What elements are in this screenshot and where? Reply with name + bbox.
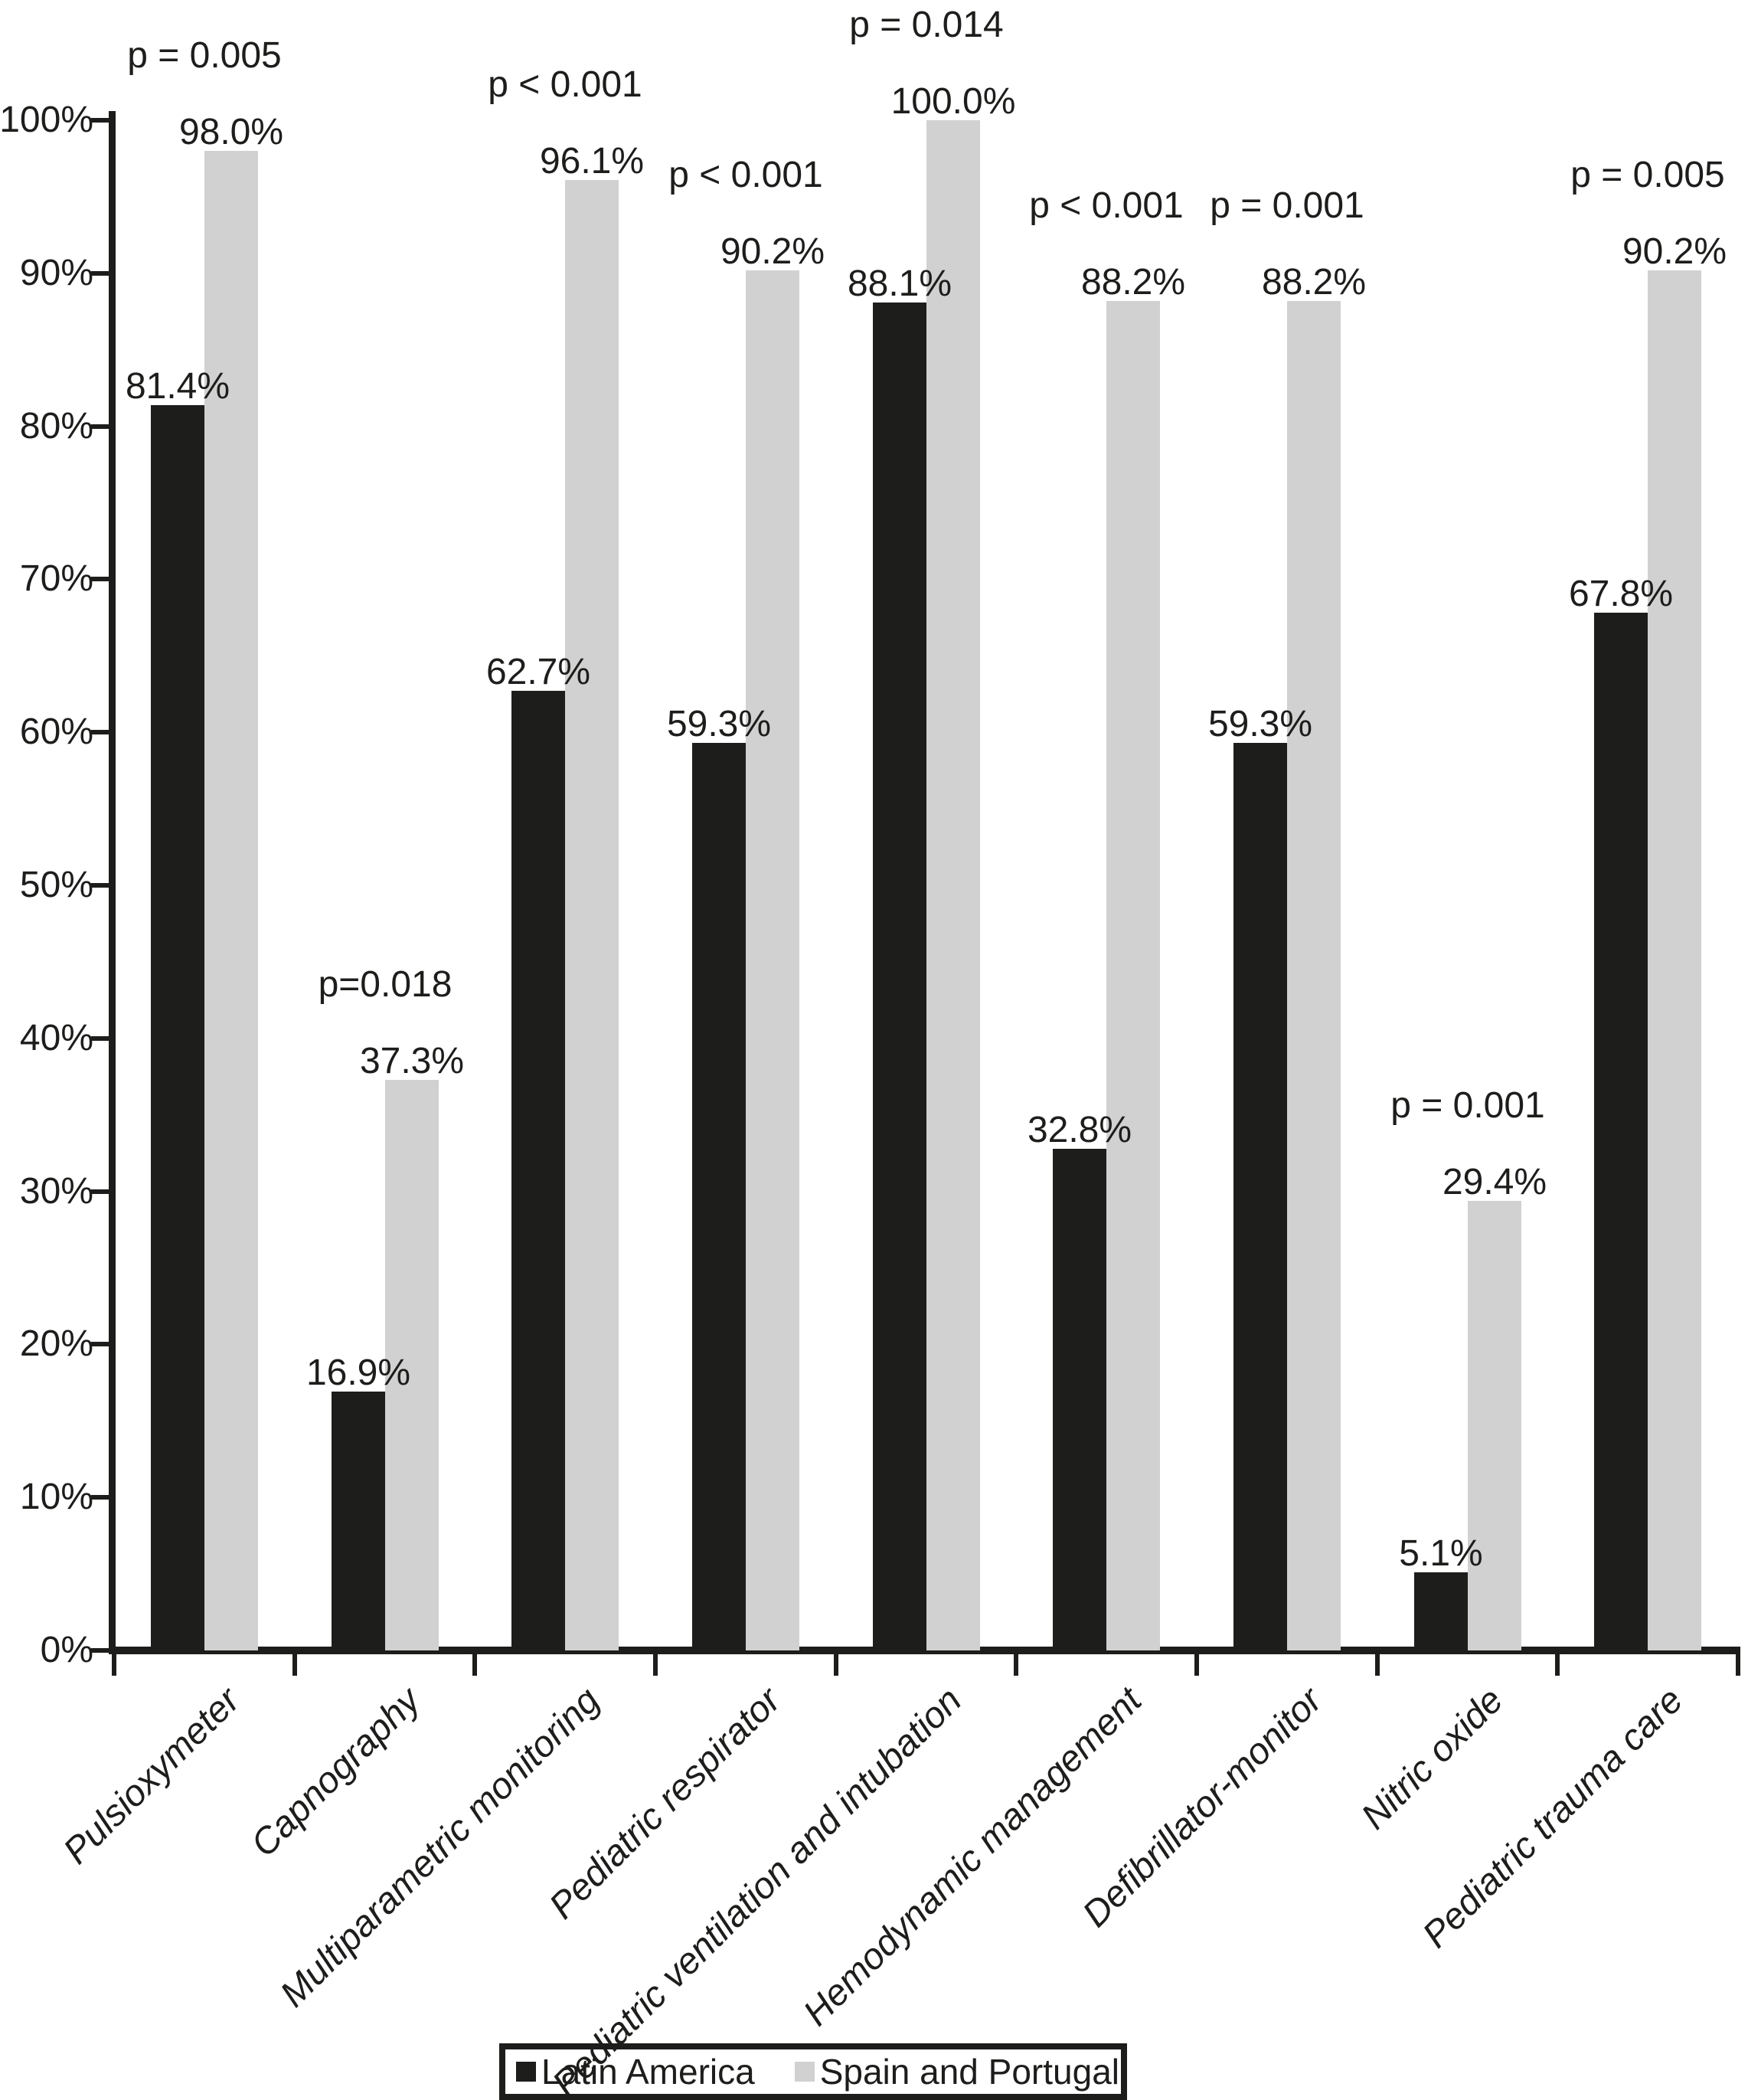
y-axis-tick-label: 20% (19, 1323, 93, 1364)
x-axis-tick-mark (1375, 1647, 1380, 1676)
bar-value-label-spain-and-portugal: 88.2% (1080, 262, 1186, 303)
bar-value-label-spain-and-portugal: 98.0% (178, 112, 284, 152)
p-value-label: p < 0.001 (488, 64, 642, 105)
y-axis-tick-label: 30% (19, 1171, 93, 1212)
bar-spain-and-portugal (1468, 1201, 1521, 1650)
x-axis-category-text: Nitric oxide (1353, 1680, 1511, 1837)
bar-value-label-latin-america: 67.8% (1568, 574, 1674, 614)
legend-swatch-spain-and-portugal (794, 2062, 815, 2082)
y-axis-tick-mark (91, 1648, 114, 1653)
y-axis-tick-mark (91, 424, 114, 429)
y-axis-tick-label: 80% (19, 406, 93, 446)
x-axis-line (109, 1647, 1740, 1654)
y-axis-tick-label: 70% (19, 558, 93, 599)
bar-value-label-latin-america: 16.9% (305, 1353, 411, 1393)
y-axis-tick-label: 40% (19, 1018, 93, 1058)
bar-latin-america (1414, 1572, 1468, 1650)
bar-value-label-latin-america: 81.4% (125, 366, 230, 407)
bar-latin-america (1053, 1149, 1106, 1650)
bar-spain-and-portugal (565, 180, 619, 1650)
y-axis-tick-mark (91, 118, 114, 123)
p-value-label: p < 0.001 (668, 155, 823, 195)
bar-latin-america (873, 303, 926, 1650)
y-axis-tick-mark (91, 883, 114, 888)
p-value-label: p < 0.001 (1029, 185, 1184, 226)
y-axis-tick-label: 90% (19, 253, 93, 293)
x-axis-tick-mark (292, 1647, 297, 1676)
bar-value-label-spain-and-portugal: 29.4% (1442, 1162, 1547, 1202)
y-axis-tick-mark (91, 1189, 114, 1194)
y-axis-tick-mark (91, 730, 114, 734)
y-axis-tick-label: 60% (19, 711, 93, 752)
y-axis-tick-mark (91, 271, 114, 276)
x-axis-category-text: Multiparametric monitoring (273, 1680, 609, 2015)
bar-spain-and-portugal (1106, 301, 1160, 1650)
bar-latin-america (692, 743, 746, 1650)
y-axis-tick-label: 100% (0, 100, 93, 140)
x-axis-tick-mark (472, 1647, 477, 1676)
bar-spain-and-portugal (1648, 270, 1701, 1650)
x-axis-tick-mark (1736, 1647, 1740, 1676)
legend-swatch-latin-america (516, 2062, 536, 2082)
bar-value-label-latin-america: 5.1% (1399, 1533, 1483, 1574)
x-axis-tick-mark (653, 1647, 658, 1676)
bar-value-label-latin-america: 62.7% (485, 652, 591, 692)
x-axis-tick-mark (112, 1647, 116, 1676)
bar-value-label-latin-america: 32.8% (1027, 1110, 1132, 1150)
y-axis-tick-label: 50% (19, 865, 93, 905)
bar-value-label-spain-and-portugal: 100.0% (890, 81, 1016, 122)
p-value-label: p = 0.005 (1570, 155, 1725, 195)
x-axis-category-text: Capnography (243, 1680, 429, 1865)
p-value-label: p=0.018 (318, 964, 453, 1005)
bar-spain-and-portugal (385, 1080, 439, 1650)
bar-spain-and-portugal (746, 270, 799, 1650)
bar-value-label-latin-america: 88.1% (847, 263, 952, 304)
x-axis-category-text: Pediatric ventilation and intubation (544, 1680, 970, 2100)
x-axis-category-text: Hemodynamic management (796, 1680, 1150, 2034)
bar-latin-america (151, 405, 204, 1650)
bar-latin-america (1233, 743, 1287, 1650)
y-axis-tick-mark (91, 577, 114, 581)
bar-latin-america (511, 691, 565, 1650)
legend-label-spain-and-portugal: Spain and Portugal (819, 2052, 1119, 2092)
x-axis-tick-mark (1014, 1647, 1018, 1676)
bar-spain-and-portugal (926, 120, 980, 1650)
p-value-label: p = 0.005 (127, 35, 282, 76)
bar-value-label-spain-and-portugal: 90.2% (720, 231, 825, 272)
y-axis-line (109, 111, 116, 1654)
bar-value-label-latin-america: 59.3% (1207, 704, 1313, 744)
y-axis-tick-label: 0% (40, 1630, 93, 1670)
bar-latin-america (332, 1392, 385, 1650)
bar-value-label-spain-and-portugal: 37.3% (359, 1041, 465, 1081)
y-axis-tick-mark (91, 1036, 114, 1041)
p-value-label: p = 0.014 (849, 5, 1004, 45)
p-value-label: p = 0.001 (1210, 185, 1364, 226)
y-axis-tick-mark (91, 1495, 114, 1500)
bar-value-label-spain-and-portugal: 88.2% (1261, 262, 1367, 303)
legend-label-latin-america: Latin America (541, 2052, 755, 2092)
x-axis-tick-mark (834, 1647, 838, 1676)
bar-value-label-spain-and-portugal: 96.1% (539, 141, 645, 182)
bar-value-label-latin-america: 59.3% (666, 704, 772, 744)
x-axis-tick-mark (1555, 1647, 1560, 1676)
x-axis-tick-mark (1194, 1647, 1199, 1676)
y-axis-tick-mark (91, 1342, 114, 1346)
bar-spain-and-portugal (1287, 301, 1341, 1650)
bar-value-label-spain-and-portugal: 90.2% (1622, 231, 1727, 272)
y-axis-tick-label: 10% (19, 1477, 93, 1517)
p-value-label: p = 0.001 (1390, 1085, 1545, 1126)
legend: Latin America Spain and Portugal (499, 2043, 1127, 2100)
x-axis-category-text: Pulsioxymeter (55, 1680, 248, 1873)
bar-latin-america (1594, 613, 1648, 1650)
bar-spain-and-portugal (204, 151, 258, 1650)
